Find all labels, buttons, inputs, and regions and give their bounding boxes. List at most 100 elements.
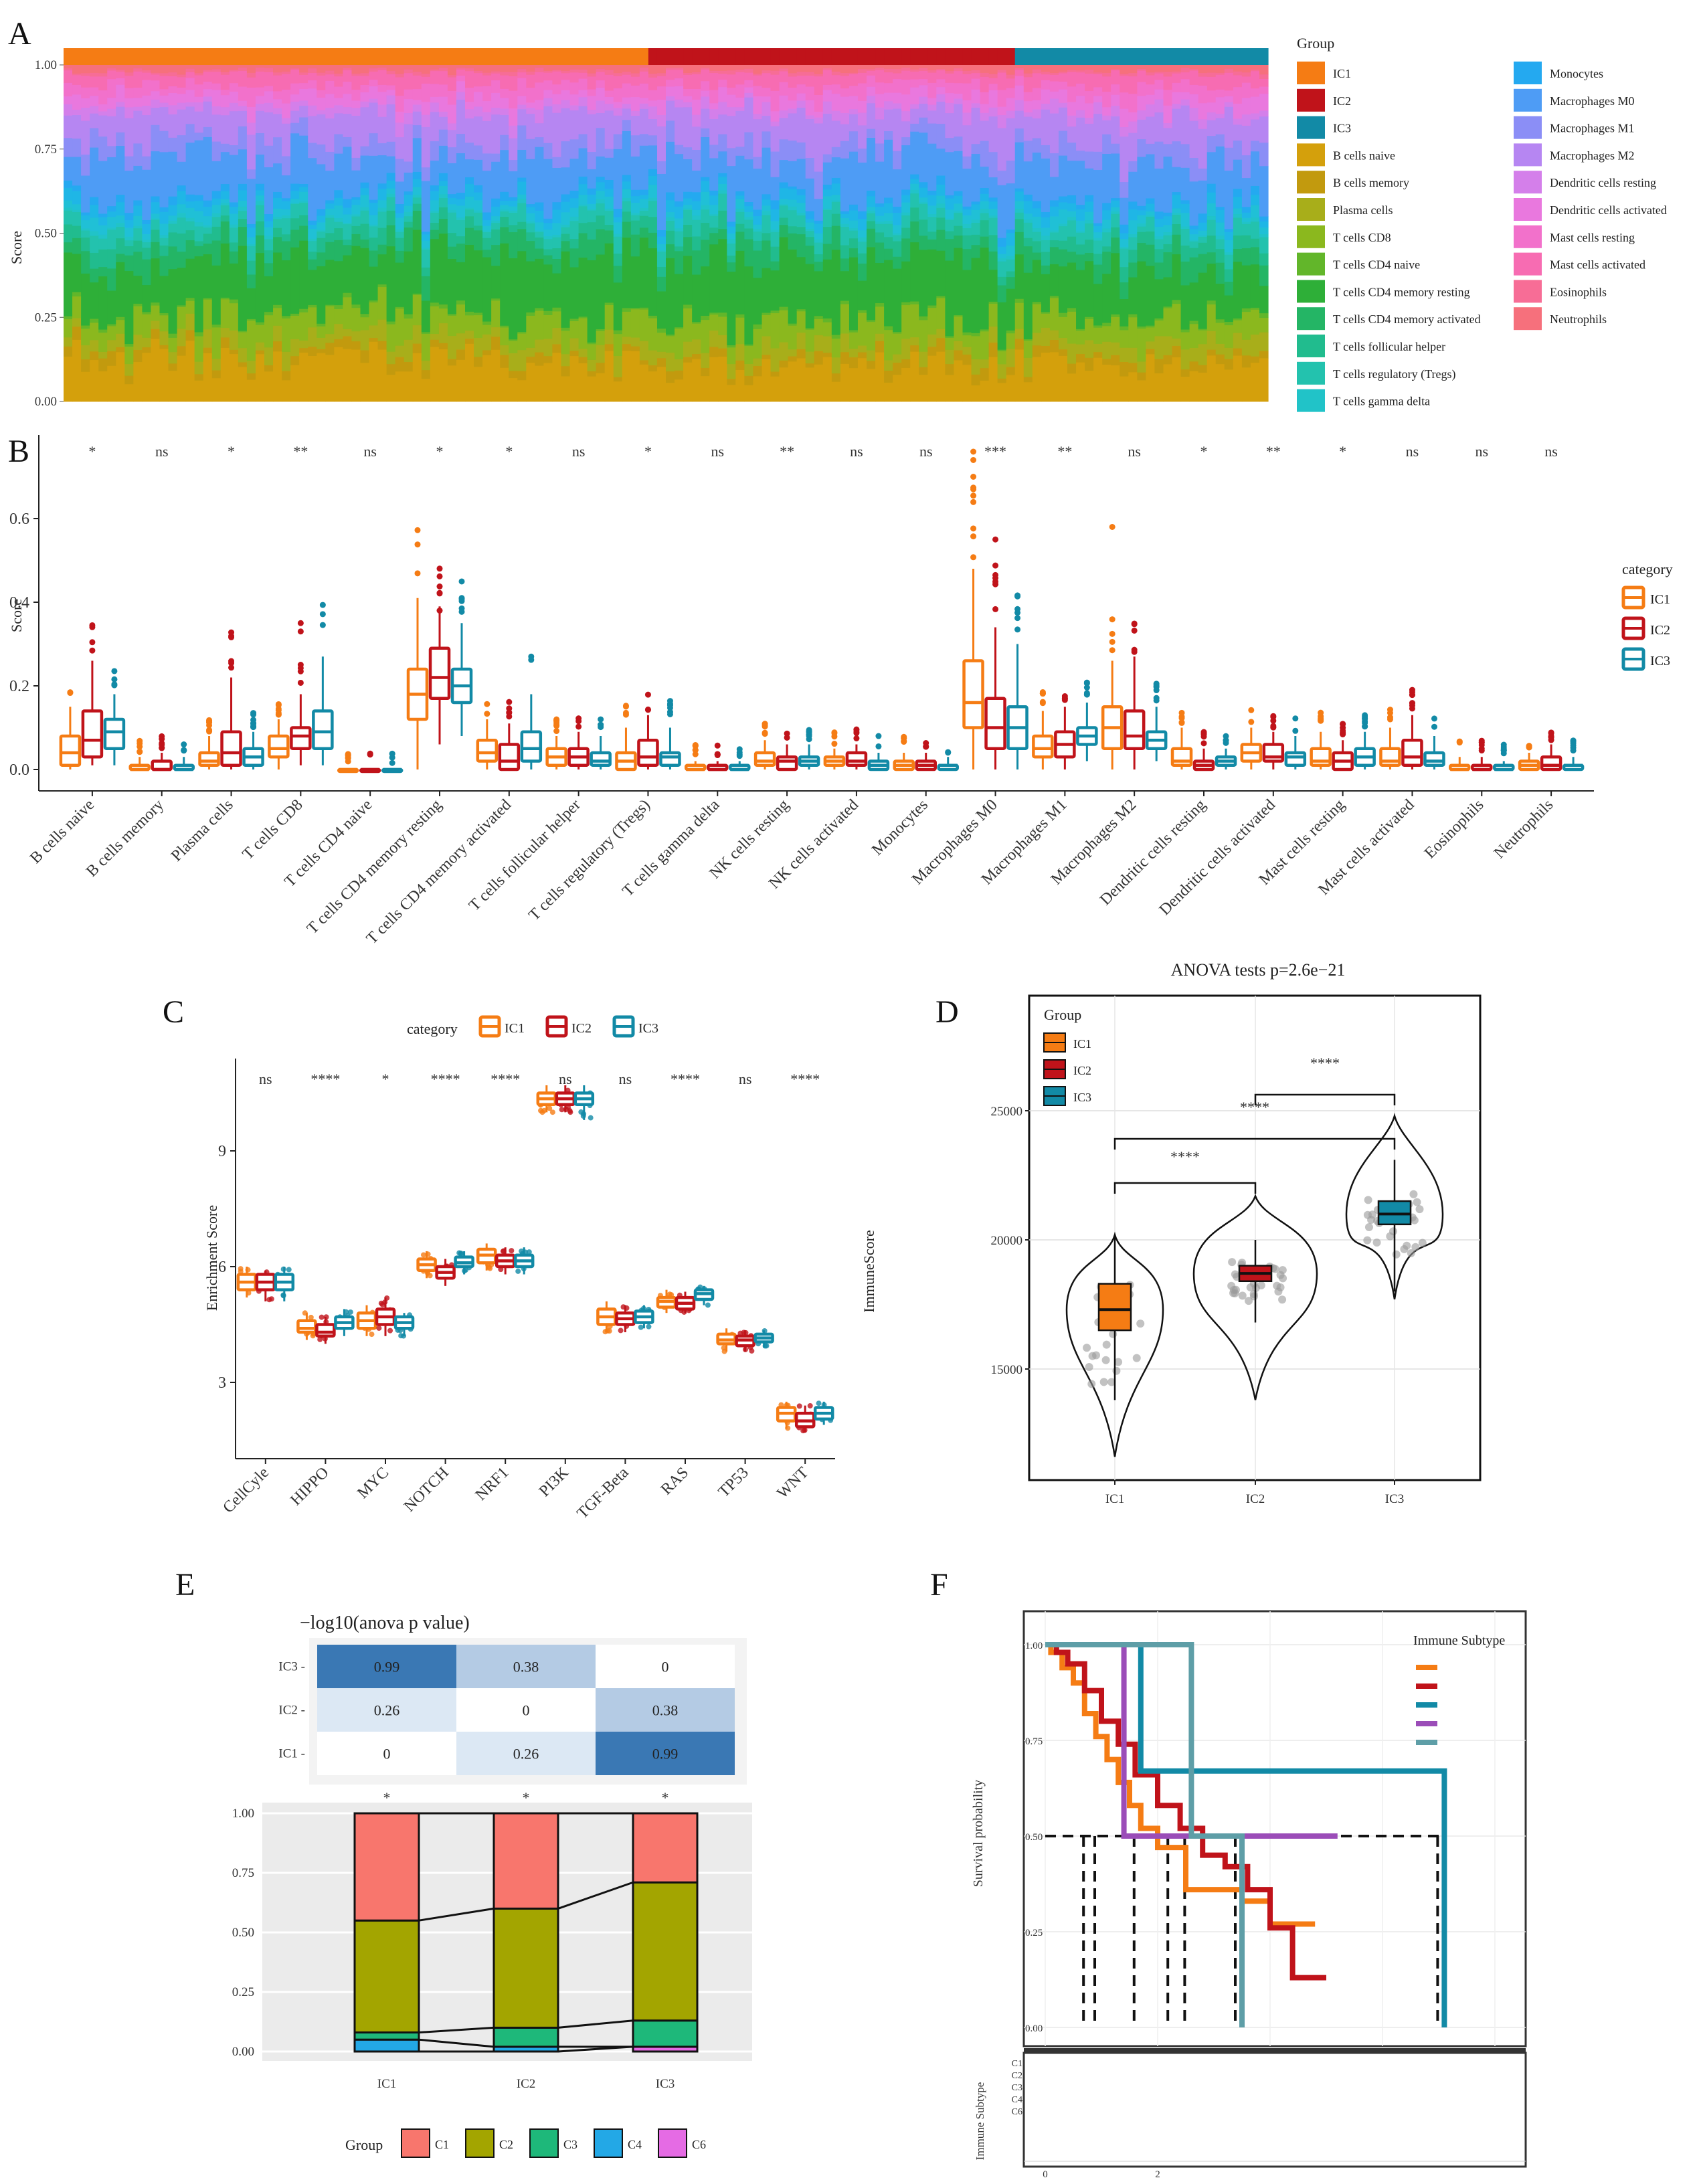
jitter-point — [1083, 1344, 1091, 1352]
fraction-segment — [229, 330, 239, 350]
fraction-segment — [1023, 246, 1033, 273]
fraction-segment — [412, 100, 422, 105]
fraction-segment — [535, 365, 544, 402]
fraction-segment — [1233, 213, 1243, 218]
fraction-segment — [1172, 223, 1182, 235]
fraction-segment — [936, 94, 946, 102]
fraction-segment — [727, 115, 736, 149]
outlier-point — [1362, 723, 1368, 730]
fraction-segment — [1023, 76, 1033, 92]
fraction-segment — [692, 88, 701, 100]
fraction-segment — [1014, 201, 1024, 209]
fraction-segment — [954, 350, 964, 361]
fraction-segment — [1041, 72, 1051, 75]
fraction-segment — [72, 73, 82, 76]
fraction-segment — [1058, 225, 1068, 241]
fraction-segment — [246, 122, 256, 135]
fraction-segment — [98, 225, 108, 235]
fraction-segment — [1172, 191, 1182, 195]
fraction-segment — [753, 113, 763, 120]
fraction-segment — [1137, 223, 1146, 227]
fraction-segment — [675, 227, 684, 232]
group-strip-segment — [290, 48, 300, 65]
fraction-segment — [509, 108, 518, 126]
fraction-segment — [848, 72, 859, 74]
fraction-segment — [517, 181, 527, 195]
fraction-segment — [185, 297, 195, 301]
fraction-segment — [98, 111, 108, 116]
fraction-segment — [910, 189, 919, 194]
fraction-segment — [124, 75, 134, 88]
outlier-point — [1083, 680, 1090, 687]
fraction-segment — [343, 329, 353, 337]
fraction-segment — [1041, 103, 1051, 110]
fraction-segment — [107, 157, 116, 207]
fraction-segment — [788, 186, 798, 189]
fraction-segment — [639, 145, 649, 190]
fraction-segment — [744, 375, 754, 385]
fraction-segment — [430, 230, 440, 240]
heatmap-cell-value: 0.99 — [652, 1746, 679, 1762]
fraction-segment — [1146, 143, 1156, 155]
fraction-segment — [1137, 68, 1146, 71]
fraction-segment — [971, 385, 981, 402]
fraction-segment — [185, 90, 195, 103]
fraction-segment — [81, 228, 90, 231]
group-strip-segment — [997, 48, 1007, 65]
fraction-segment — [151, 258, 161, 303]
fraction-segment — [604, 224, 614, 231]
outlier-point — [1223, 737, 1229, 743]
fraction-segment — [779, 71, 789, 82]
fraction-segment — [1085, 65, 1094, 70]
fraction-segment — [1207, 76, 1217, 91]
fraction-segment — [1137, 380, 1146, 402]
fraction-segment — [168, 220, 178, 224]
fraction-segment — [133, 251, 143, 276]
fraction-segment — [1014, 232, 1024, 255]
outlier-point — [1431, 715, 1437, 722]
fraction-segment — [430, 84, 440, 97]
fraction-segment — [709, 213, 719, 216]
fraction-segment — [1233, 188, 1243, 197]
fraction-segment — [1207, 215, 1217, 220]
fraction-segment — [1163, 212, 1173, 217]
fraction-segment — [438, 84, 448, 97]
fraction-segment — [587, 371, 597, 377]
fraction-segment — [770, 348, 780, 372]
fraction-segment — [474, 314, 483, 339]
fraction-segment — [683, 198, 693, 205]
fraction-segment — [683, 204, 693, 209]
fraction-segment — [980, 65, 990, 73]
fraction-segment — [919, 65, 928, 68]
fraction-segment — [962, 112, 972, 126]
fraction-segment — [1241, 248, 1251, 266]
fraction-segment — [622, 211, 632, 222]
fraction-segment — [1224, 106, 1234, 148]
jitter-point — [347, 1309, 353, 1315]
fraction-segment — [194, 332, 204, 337]
fraction-segment — [1014, 110, 1024, 128]
fraction-segment — [822, 154, 832, 163]
box — [984, 697, 1006, 750]
fraction-segment — [971, 359, 981, 375]
fraction-segment — [569, 94, 579, 106]
fraction-segment — [596, 100, 606, 113]
fraction-segment — [317, 349, 326, 353]
fraction-segment — [552, 84, 562, 94]
x-tick-label: T cells regulatory (Tregs) — [525, 796, 653, 924]
fraction-segment — [709, 190, 719, 196]
fraction-segment — [613, 381, 623, 402]
fraction-segment — [377, 254, 387, 285]
fraction-segment — [465, 183, 474, 197]
fraction-segment — [884, 360, 893, 371]
fraction-segment — [1180, 228, 1190, 246]
fraction-segment — [369, 102, 379, 134]
fraction-segment — [666, 244, 675, 258]
outlier-point — [250, 711, 257, 718]
fraction-segment — [1224, 281, 1234, 296]
fraction-segment — [840, 226, 850, 246]
fraction-segment — [517, 349, 527, 371]
fraction-segment — [456, 81, 466, 92]
fraction-segment — [317, 230, 326, 232]
fraction-segment — [875, 302, 885, 307]
